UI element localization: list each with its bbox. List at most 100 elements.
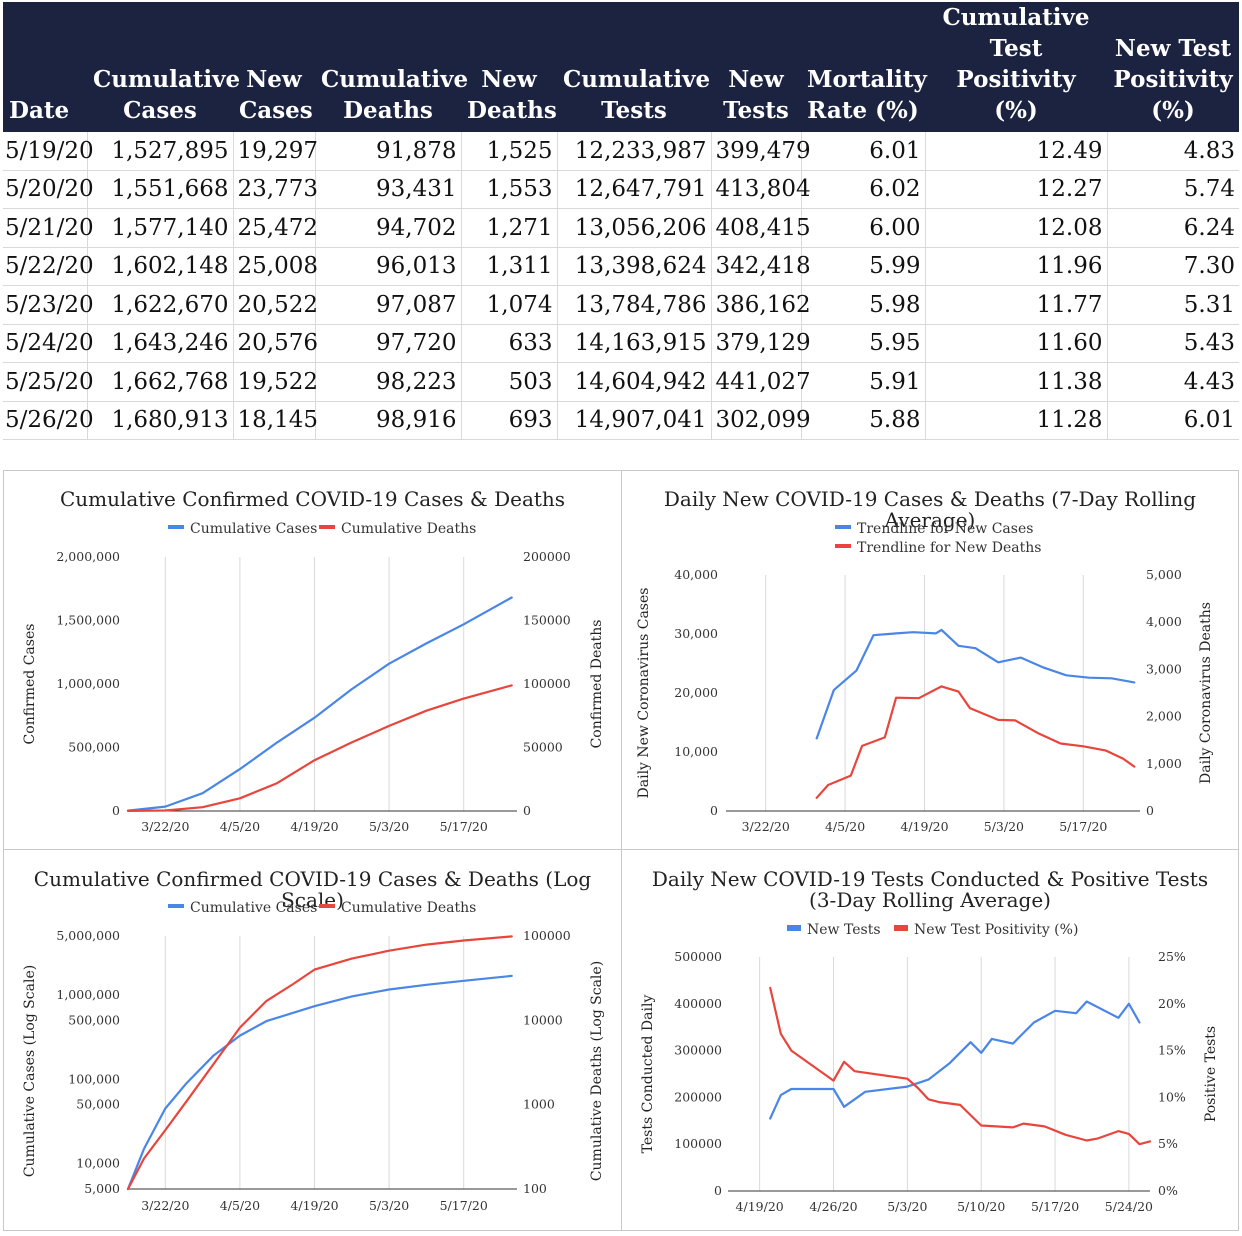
column-header: Mortality Rate (%) bbox=[801, 2, 927, 132]
y-tick-label-left: 40,000 bbox=[674, 567, 718, 582]
y-axis-title-right: Cumulative Deaths (Log Scale) bbox=[589, 961, 605, 1181]
column-header-line: Deaths bbox=[343, 97, 433, 124]
y-tick-label-right: 25% bbox=[1158, 949, 1186, 964]
table-cell: 1,680,913 bbox=[87, 401, 234, 440]
column-header-line: Cumulative bbox=[942, 4, 1090, 31]
table-cell: 6.01 bbox=[801, 132, 926, 171]
table-cell: 1,074 bbox=[461, 285, 558, 325]
legend-label: Trendline for New Cases bbox=[857, 521, 1034, 537]
column-header-line: Deaths bbox=[467, 97, 557, 124]
x-tick-label: 3/22/20 bbox=[742, 819, 790, 834]
legend-item: New Tests bbox=[787, 922, 881, 938]
table-cell: 5.95 bbox=[801, 324, 926, 363]
table-cell: 342,418 bbox=[711, 247, 811, 286]
table-cell: 12.27 bbox=[925, 170, 1108, 209]
y-tick-label-right: 5,000 bbox=[1146, 567, 1182, 582]
table-cell: 5/19/20 bbox=[3, 132, 94, 171]
table-cell: 98,916 bbox=[315, 401, 462, 440]
x-tick-label: 4/5/20 bbox=[220, 819, 260, 834]
table-cell: 1,643,246 bbox=[87, 324, 234, 363]
table-cell: 4.43 bbox=[1107, 362, 1239, 402]
column-header-line: New Test bbox=[1114, 35, 1232, 62]
table-cell: 693 bbox=[461, 401, 558, 440]
chart-panel-tests: Daily New COVID-19 Tests Conducted & Pos… bbox=[621, 849, 1239, 1231]
chart-svg: 3/22/20 4/5/20 4/19/20 5/3/20 5/17/20 0 500,00… bbox=[22, 549, 605, 834]
column-header: Cumulative Tests bbox=[557, 2, 711, 132]
y-axis-title-right: Daily Coronavirus Deaths bbox=[1198, 602, 1214, 784]
column-header-line: Cases bbox=[239, 97, 313, 124]
series-line bbox=[126, 684, 513, 812]
table-cell: 13,398,624 bbox=[557, 247, 712, 286]
column-header-line: Cumulative bbox=[321, 66, 469, 93]
table-cell: 1,602,148 bbox=[87, 247, 234, 286]
table-row: 5/25/20 1,662,768 19,522 98,223 503 14,604,94… bbox=[3, 362, 1239, 402]
table-cell: 5.43 bbox=[1107, 324, 1239, 363]
table-cell: 14,604,942 bbox=[557, 362, 712, 402]
column-header-line: Test Positivity bbox=[956, 35, 1076, 93]
y-tick-label-right: 15% bbox=[1158, 1043, 1186, 1058]
column-header-line: Cumulative bbox=[93, 66, 241, 93]
table-cell: 6.24 bbox=[1107, 208, 1239, 248]
x-tick-label: 5/17/20 bbox=[440, 1198, 488, 1213]
x-tick-label: 5/24/20 bbox=[1105, 1199, 1153, 1214]
table-cell: 91,878 bbox=[315, 132, 462, 171]
table-cell: 19,297 bbox=[233, 132, 318, 171]
table-cell: 5.91 bbox=[801, 362, 926, 402]
table-row: 5/19/20 1,527,895 19,297 91,878 1,525 12,233,… bbox=[3, 132, 1239, 171]
table-cell: 19,522 bbox=[233, 362, 318, 402]
y-tick-label-left: 500,000 bbox=[68, 740, 120, 755]
table-cell: 5/23/20 bbox=[3, 285, 94, 325]
table-cell: 97,720 bbox=[315, 324, 462, 363]
table-row: 5/22/20 1,602,148 25,008 96,013 1,311 13,398,… bbox=[3, 247, 1239, 286]
table-cell: 12,647,791 bbox=[557, 170, 712, 209]
series-line bbox=[815, 685, 1136, 799]
y-tick-label-left: 0 bbox=[714, 1183, 722, 1198]
table-cell: 13,784,786 bbox=[557, 285, 712, 325]
y-tick-label-left: 100000 bbox=[674, 1136, 722, 1151]
x-tick-label: 5/17/20 bbox=[1059, 819, 1107, 834]
legend-swatch bbox=[168, 525, 184, 529]
legend-label: Cumulative Cases bbox=[190, 900, 318, 916]
x-tick-label: 3/22/20 bbox=[141, 819, 189, 834]
y-axis-title-left: Daily New Coronavirus Cases bbox=[636, 588, 652, 799]
legend-swatch bbox=[787, 925, 801, 931]
y-tick-label-right: 50000 bbox=[523, 740, 563, 755]
column-header-line: Cumulative bbox=[563, 66, 711, 93]
table-cell: 386,162 bbox=[711, 285, 811, 325]
y-tick-label-right: 100000 bbox=[523, 676, 571, 691]
series-line bbox=[815, 628, 1136, 740]
column-header: Cumulative Cases bbox=[87, 2, 241, 132]
table-cell: 399,479 bbox=[711, 132, 811, 171]
table-cell: 5/22/20 bbox=[3, 247, 94, 286]
table-cell: 20,576 bbox=[233, 324, 318, 363]
table-cell: 98,223 bbox=[315, 362, 462, 402]
table-cell: 413,804 bbox=[711, 170, 811, 209]
y-tick-label-right: 0 bbox=[523, 803, 531, 818]
y-tick-label-right: 1,000 bbox=[1146, 756, 1182, 771]
table-cell: 302,099 bbox=[711, 401, 811, 440]
column-header-line: Rate (%) bbox=[807, 97, 919, 124]
column-header-line: Tests bbox=[723, 97, 789, 124]
column-header-line: New bbox=[246, 66, 302, 93]
legend-label: New Test Positivity (%) bbox=[914, 922, 1079, 938]
y-tick-label-right: 10000 bbox=[523, 1012, 563, 1027]
y-tick-label-right: 20% bbox=[1158, 996, 1186, 1011]
y-tick-label-left: 500000 bbox=[674, 949, 722, 964]
y-tick-label-right: 200000 bbox=[523, 549, 571, 564]
y-tick-label-left: 5,000 bbox=[84, 1181, 120, 1196]
series-line bbox=[769, 986, 1152, 1146]
legend-item: Trendline for New Cases bbox=[835, 521, 1033, 537]
series-line bbox=[126, 596, 513, 812]
x-tick-label: 5/17/20 bbox=[440, 819, 488, 834]
table-cell: 408,415 bbox=[711, 208, 811, 248]
x-tick-label: 4/5/20 bbox=[825, 819, 865, 834]
legend-label: New Tests bbox=[807, 922, 881, 938]
y-tick-label-left: 10,000 bbox=[76, 1156, 120, 1171]
table-row: 5/26/20 1,680,913 18,145 98,916 693 14,907,04… bbox=[3, 401, 1239, 440]
x-tick-label: 5/3/20 bbox=[984, 819, 1024, 834]
x-tick-label: 5/3/20 bbox=[369, 819, 409, 834]
table-cell: 5.31 bbox=[1107, 285, 1239, 325]
x-tick-label: 3/22/20 bbox=[141, 1198, 189, 1213]
table-cell: 20,522 bbox=[233, 285, 318, 325]
y-tick-label-right: 0% bbox=[1158, 1183, 1178, 1198]
